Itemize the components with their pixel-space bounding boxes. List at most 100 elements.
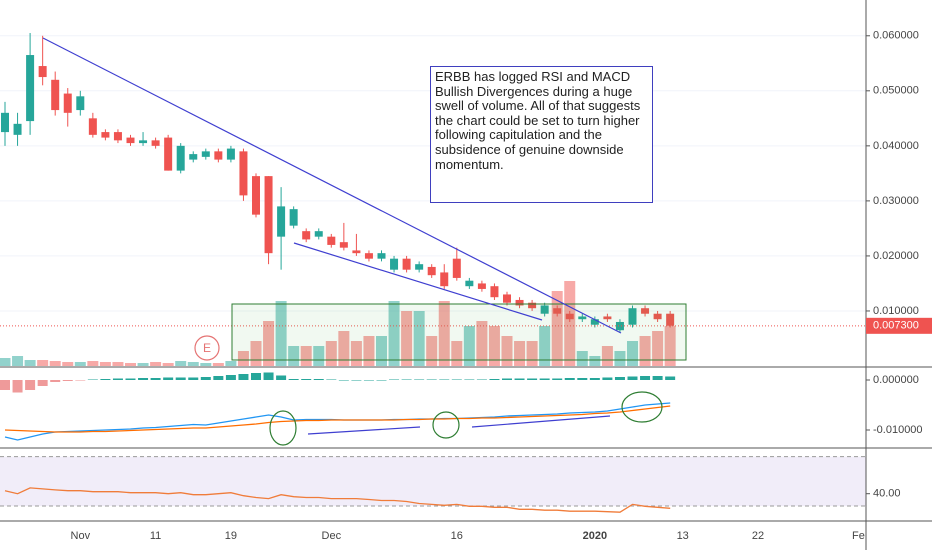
candle-body (352, 250, 361, 254)
histogram-bar (62, 380, 73, 381)
histogram-bar (665, 376, 676, 380)
candle-body (666, 313, 675, 326)
volume-bar (514, 341, 526, 366)
earnings-marker[interactable] (194, 335, 220, 361)
x-tick-label: 13 (677, 530, 689, 542)
highlight-ellipse (269, 410, 297, 446)
candle-body (214, 151, 223, 160)
volume-bar (87, 361, 99, 366)
histogram-bar (602, 377, 613, 380)
histogram-bar (451, 379, 462, 380)
x-tick-label: 11 (150, 530, 161, 542)
volume-bar (137, 363, 149, 366)
y-tick-label: 0.010000 (873, 305, 919, 317)
histogram-bar (627, 376, 638, 380)
x-tick-label: 22 (752, 530, 764, 542)
candle-body (565, 313, 574, 320)
volume-bar (627, 341, 638, 366)
volume-bar (125, 363, 136, 366)
histogram-bar (363, 380, 374, 381)
volume-bar (363, 336, 375, 366)
y-tick-label: -0.010000 (873, 424, 923, 436)
histogram-bar (87, 379, 98, 380)
volume-bar (74, 362, 86, 366)
histogram-bar (326, 379, 337, 380)
volume-bar (175, 361, 187, 366)
candle-body (364, 253, 373, 259)
series-line (4, 487, 671, 513)
histogram-bar (577, 378, 588, 380)
volume-bar (664, 326, 676, 366)
marks (0, 33, 866, 513)
candle-body (477, 283, 486, 289)
histogram-bar (351, 380, 362, 381)
candle-body (88, 118, 97, 135)
volume-bar (413, 311, 425, 366)
histogram-bar (12, 380, 23, 393)
volume-bar (488, 326, 500, 366)
candle-body (13, 123, 22, 135)
candle-body (641, 308, 650, 314)
histogram-bar (614, 377, 625, 380)
histogram-bar (640, 376, 651, 380)
candle-body (402, 258, 411, 270)
y-tick-label: 0.050000 (873, 85, 919, 97)
candle-body (590, 319, 599, 325)
candle-body (314, 231, 323, 237)
volume-bar (150, 362, 162, 366)
candle-body (528, 302, 537, 309)
volume-bar (388, 301, 400, 366)
last-price-tag (866, 317, 932, 334)
histogram-bar (37, 380, 48, 386)
candle-body (578, 316, 587, 320)
series-line (4, 405, 671, 433)
candle-body (553, 308, 562, 314)
x-tick-label: Nov (71, 530, 91, 542)
volume-bar (37, 360, 49, 366)
candle-body (503, 294, 511, 303)
x-tick-label: 2020 (583, 530, 607, 542)
candle-body (603, 316, 612, 320)
y-tick-label: 40.00 (873, 488, 901, 500)
trend-line (293, 242, 543, 321)
candle-body (415, 264, 424, 270)
axes: Nov 11 19 Dec 16 2020 13 22 Fe 0.060000 0.050000 0.… (71, 30, 932, 542)
candle-body (339, 242, 348, 248)
y-tick-label: 0.030000 (873, 195, 919, 207)
candle-body (252, 176, 260, 215)
volume-bar (263, 321, 275, 366)
volume-bar (300, 346, 312, 366)
histogram-bar (401, 379, 412, 380)
candle-body (126, 137, 135, 144)
histogram-bar (188, 377, 199, 380)
range-box (231, 303, 687, 361)
volume-bar (313, 346, 325, 366)
volume-bar (451, 341, 463, 366)
histogram-bar (313, 379, 324, 380)
histogram-bar (564, 378, 575, 380)
band (0, 456, 866, 507)
earnings-label: E (203, 341, 211, 355)
volume-bar (476, 321, 488, 366)
x-tick-label: Dec (322, 530, 342, 542)
volume-bar (463, 326, 475, 366)
histogram-bar (125, 378, 136, 380)
candle-body (452, 258, 461, 278)
candle-body (615, 321, 624, 331)
candle-body (327, 236, 336, 245)
histogram-bar (301, 379, 312, 380)
histogram-bar (652, 376, 663, 380)
candle-body (139, 140, 148, 144)
candle-body (289, 209, 298, 226)
volume-bar (0, 358, 11, 366)
candle-body (239, 151, 248, 196)
candle-body (51, 79, 60, 111)
candle-body (377, 253, 386, 259)
x-tick-label: 19 (225, 530, 237, 542)
histogram-bar (288, 379, 299, 380)
histogram-bar (0, 380, 10, 390)
volume-bar (564, 281, 576, 366)
volume-bar (237, 351, 249, 366)
volume-bar (526, 341, 538, 366)
